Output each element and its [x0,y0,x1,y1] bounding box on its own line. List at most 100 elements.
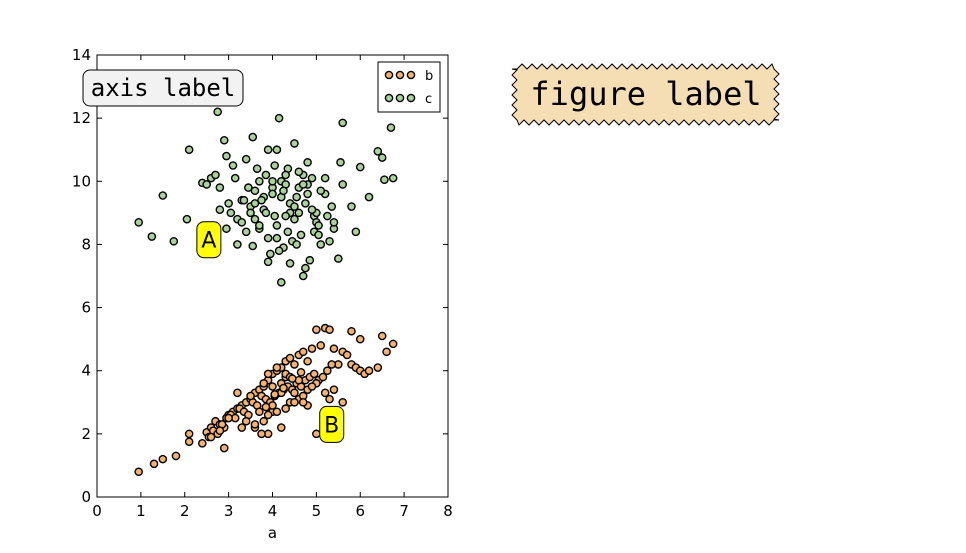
point-c [292,240,301,249]
point-c [263,233,273,243]
point-c [257,195,266,205]
point-c [283,227,293,237]
point-c [303,158,312,167]
point-c [355,162,365,172]
point-c [241,154,251,164]
callouts-layer: AB [196,221,345,443]
callout-label-B: B [324,413,339,438]
point-c [248,132,258,142]
point-c [290,202,299,211]
point-b [261,402,271,412]
point-c [292,192,301,202]
point-b [309,369,319,379]
point-c [226,208,236,218]
point-c [241,227,251,237]
point-c [244,183,253,192]
point-c [307,205,317,214]
x-tick-label: 7 [399,502,409,520]
point-b [197,439,207,448]
point-b [290,388,299,398]
point-b [281,404,290,413]
point-c [272,145,282,155]
point-c [272,221,282,230]
point-b [307,344,317,353]
point-b [323,366,332,376]
legend: b c [377,61,441,113]
point-b [259,416,269,426]
point-b [318,372,328,382]
point-b [272,407,282,417]
point-b [307,382,317,391]
point-c [211,170,220,180]
y-tick-label: 14 [72,46,91,64]
point-b [329,344,339,353]
point-c [314,221,323,230]
point-b [382,347,391,357]
point-c [334,254,343,263]
point-c [316,240,326,249]
point-b [312,325,321,334]
points-layer [134,107,398,477]
point-c [266,249,275,259]
point-b [296,367,306,377]
point-b [388,339,398,349]
legend-box [377,61,441,113]
x-tick-label: 2 [180,502,190,520]
x-tick-label: 8 [443,502,453,520]
point-b [272,363,282,372]
point-b [224,413,233,423]
point-b [347,326,356,336]
point-c [184,145,194,155]
point-b [325,394,334,404]
point-c [248,241,258,251]
point-c [298,271,308,281]
plot-frame [96,54,449,498]
point-b [257,429,266,439]
legend-marker-c [406,93,416,103]
point-c [255,176,264,186]
point-c [158,191,168,200]
x-tick-label: 3 [224,502,234,520]
legend-marker-c [395,93,405,103]
point-c [268,189,277,199]
point-c [250,186,260,196]
point-c [347,202,356,211]
point-c [233,240,242,249]
point-c [336,158,345,167]
point-b [373,363,383,372]
point-b [246,391,255,401]
point-c [386,123,396,132]
point-b [342,350,352,360]
point-b [263,410,273,420]
point-b [268,382,277,391]
point-c [272,233,282,243]
point-c [314,230,323,240]
point-c [222,151,231,161]
point-c [373,146,383,156]
point-b [364,366,374,376]
point-b [241,416,251,426]
point-c [215,205,225,214]
point-c [294,208,304,218]
point-b [255,407,264,417]
x-tick-label: 5 [312,502,322,520]
y-tick-label: 2 [81,425,91,443]
legend-markers [384,70,416,103]
point-c [219,135,229,145]
legend-marker-c [384,93,394,103]
point-b [270,390,279,399]
point-b [158,454,168,464]
point-c [213,107,222,117]
point-b [184,437,194,447]
point-c [239,195,249,205]
point-b [316,341,326,350]
point-b [219,443,229,453]
point-c [281,211,290,221]
point-c [316,186,326,196]
legend-label-b: b [425,69,433,84]
callout-box-A [196,221,222,259]
point-b [325,325,334,334]
point-b [259,379,269,388]
y-tick-label: 0 [81,488,91,506]
point-c [338,118,348,128]
